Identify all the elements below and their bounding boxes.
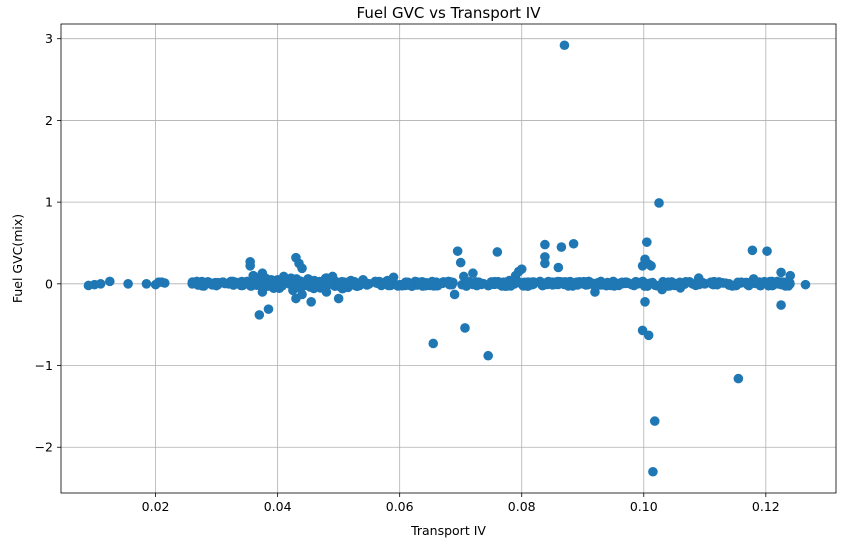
- y-tick-label: −1: [35, 358, 53, 373]
- data-point: [450, 290, 460, 300]
- data-point: [264, 304, 274, 314]
- data-point: [648, 467, 658, 477]
- data-point: [548, 280, 558, 290]
- data-point: [734, 374, 744, 384]
- data-point: [733, 278, 743, 288]
- data-point: [768, 280, 778, 290]
- data-point: [498, 279, 508, 289]
- x-tick-label: 0.10: [630, 499, 658, 514]
- x-axis-label: Transport IV: [410, 523, 486, 538]
- data-point: [255, 310, 265, 320]
- data-point: [644, 331, 654, 341]
- data-point: [748, 246, 758, 256]
- data-point: [313, 281, 323, 291]
- y-tick-label: 1: [45, 195, 53, 210]
- data-point: [538, 281, 548, 291]
- data-point: [393, 281, 403, 291]
- data-point: [661, 280, 671, 290]
- y-axis-label: Fuel GVC(mix): [10, 214, 25, 303]
- data-point: [695, 280, 705, 290]
- data-point: [123, 279, 133, 289]
- data-point: [785, 279, 795, 289]
- data-point: [776, 300, 786, 310]
- data-point: [669, 279, 679, 289]
- data-point: [493, 247, 503, 257]
- data-point: [245, 280, 255, 290]
- data-point: [96, 279, 106, 289]
- scatter-points: [84, 40, 811, 476]
- data-point: [142, 279, 152, 289]
- y-tick-label: 2: [45, 113, 53, 128]
- data-point: [263, 281, 273, 291]
- data-point: [228, 277, 238, 287]
- grid: [61, 24, 836, 493]
- data-point: [607, 279, 617, 289]
- data-point: [306, 297, 316, 307]
- data-point: [218, 277, 228, 287]
- data-point: [776, 280, 786, 290]
- data-point: [105, 277, 115, 287]
- data-point: [438, 279, 448, 289]
- data-point: [741, 278, 751, 288]
- data-point: [776, 268, 786, 278]
- data-point: [245, 257, 255, 267]
- data-point: [569, 239, 579, 249]
- data-point: [646, 261, 656, 271]
- data-point: [560, 278, 570, 288]
- data-point: [595, 280, 605, 290]
- data-point: [203, 279, 213, 289]
- data-point: [417, 277, 427, 287]
- data-point: [357, 277, 367, 287]
- data-point: [297, 264, 307, 274]
- data-point: [279, 277, 289, 287]
- data-point: [483, 351, 493, 361]
- x-tick-label: 0.02: [142, 499, 170, 514]
- data-point: [557, 242, 567, 252]
- data-point: [706, 279, 716, 289]
- data-point: [762, 246, 772, 256]
- data-point: [640, 297, 650, 307]
- x-tick-label: 0.04: [264, 499, 292, 514]
- x-tick-label: 0.08: [508, 499, 536, 514]
- data-point: [192, 277, 202, 287]
- data-point: [554, 263, 564, 273]
- data-point: [624, 278, 634, 288]
- data-point: [752, 277, 762, 287]
- data-point: [428, 339, 438, 349]
- y-tick-label: −2: [35, 440, 53, 455]
- data-point: [377, 279, 387, 289]
- data-point: [468, 268, 478, 278]
- data-point: [325, 279, 335, 289]
- x-tick-label: 0.12: [752, 499, 780, 514]
- y-tick-label: 0: [45, 276, 53, 291]
- x-tick-label: 0.06: [386, 499, 414, 514]
- data-point: [456, 258, 466, 268]
- data-point: [469, 278, 479, 288]
- data-point: [654, 198, 664, 208]
- data-point: [652, 281, 662, 291]
- data-point: [650, 416, 660, 426]
- data-point: [642, 237, 652, 247]
- data-point: [338, 284, 348, 294]
- axis-ticks: 0.02 0.04 0.06 0.08 0.10 0.12 −2 −1 0 1 2 3: [35, 31, 780, 514]
- data-point: [801, 280, 811, 290]
- data-point: [453, 246, 463, 256]
- data-point: [587, 278, 597, 288]
- data-point: [160, 278, 170, 288]
- data-point: [718, 278, 728, 288]
- chart-title: Fuel GVC vs Transport IV: [357, 4, 542, 22]
- data-point: [289, 279, 299, 289]
- data-point: [520, 277, 530, 287]
- data-point: [540, 240, 550, 250]
- data-point: [540, 259, 550, 269]
- plot-frame: [61, 24, 836, 493]
- data-point: [560, 40, 570, 50]
- data-point: [334, 294, 344, 304]
- y-tick-label: 3: [45, 31, 53, 46]
- data-point: [460, 323, 470, 333]
- data-point: [517, 264, 527, 274]
